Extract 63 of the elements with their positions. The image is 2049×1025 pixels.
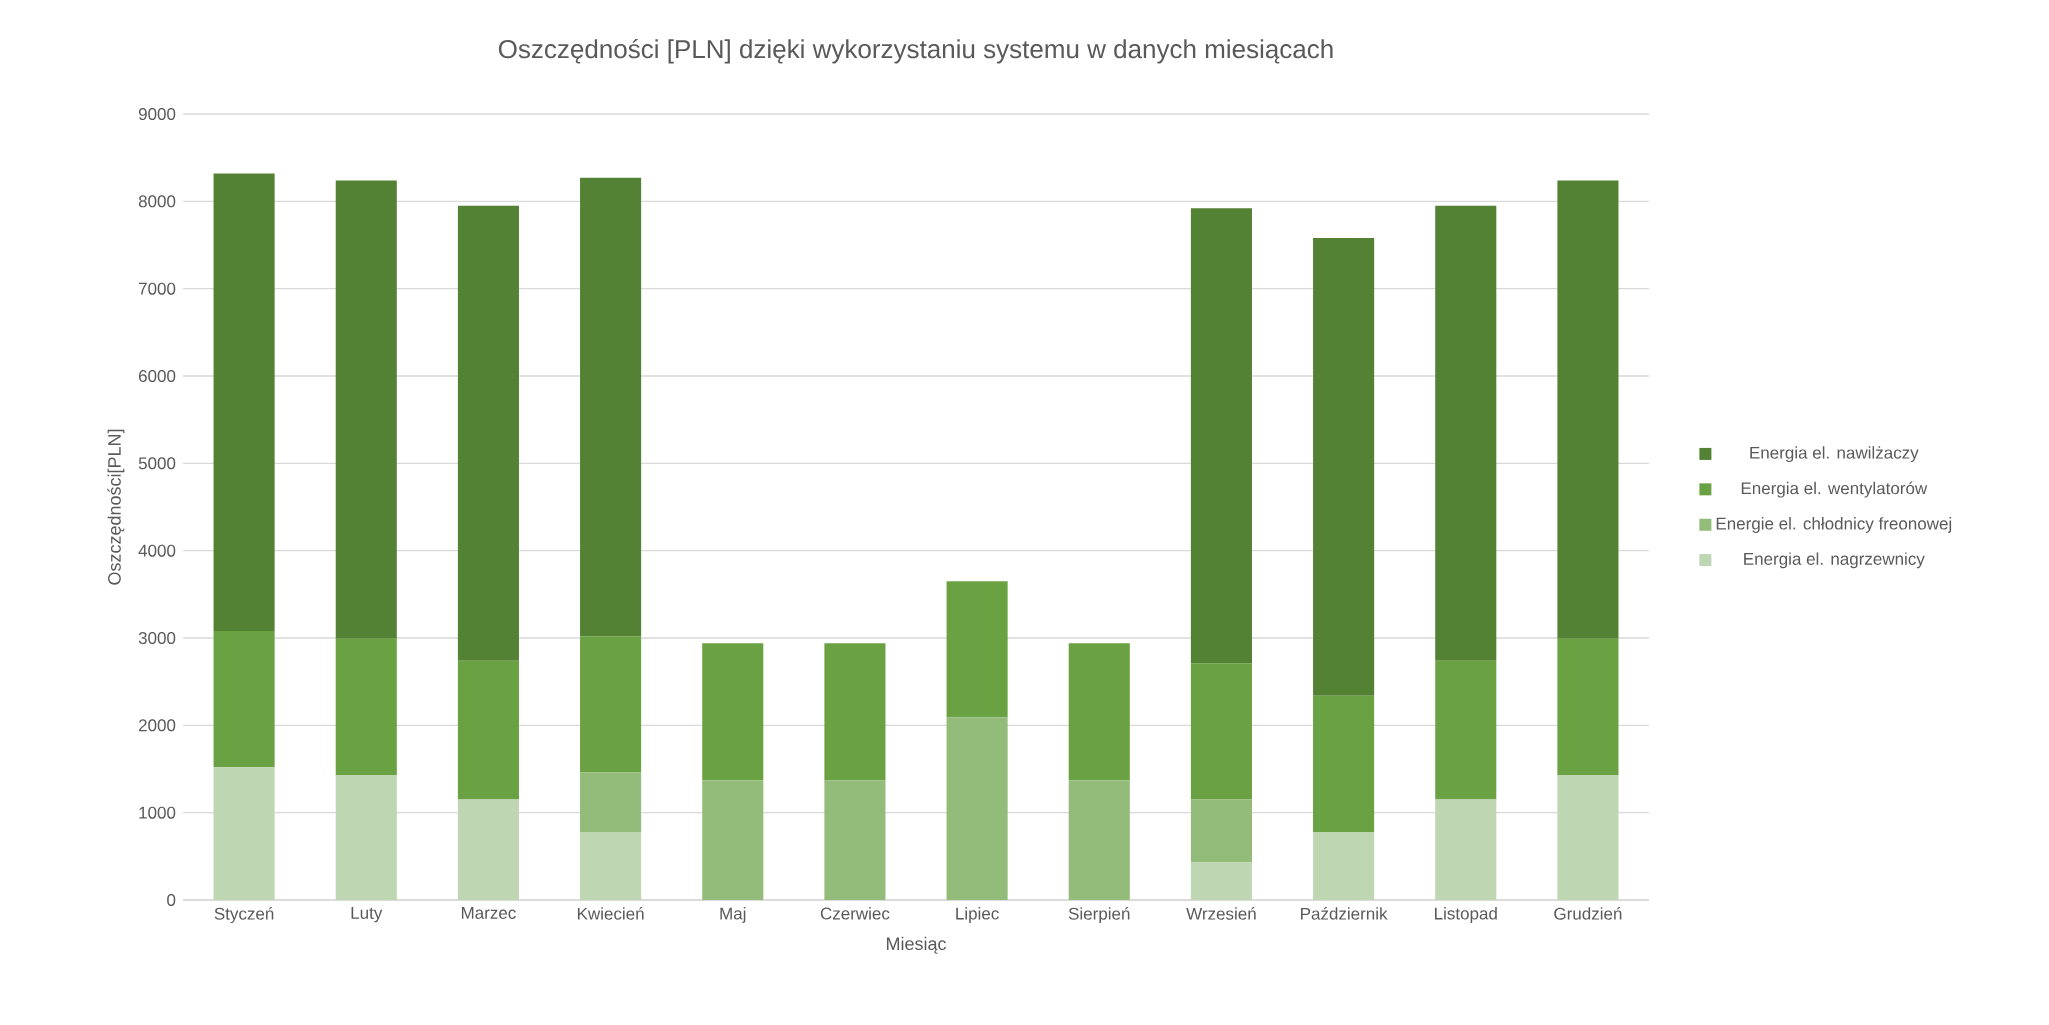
bar [1313,831,1375,900]
chart-title: Oszczędności [PLN] dzięki wykorzystaniu systemu w danych miesiącach [498,38,1333,64]
y-tick-label: 0 [167,894,176,907]
legend-label: Energie el. chłodnicy freonowej [1716,517,1952,533]
bar [1435,660,1497,800]
bar [335,775,397,900]
bar [580,177,642,637]
bar [580,636,642,773]
bar [1068,643,1130,781]
y-tick-label: 7000 [139,282,176,295]
x-tick-label: Kwiecień [577,907,644,920]
bar [213,767,275,900]
x-tick-label: Wrzesień [1186,907,1256,920]
x-axis-title: Miesiąc [886,936,947,954]
bar [1557,180,1619,639]
bar [946,581,1008,718]
bar [457,205,519,661]
legend-label: Energia el. wentylatorów [1741,481,1928,498]
x-tick-label: Październik [1301,907,1388,920]
y-tick-label: 2000 [138,719,176,732]
bar [580,831,642,900]
bar [1068,780,1130,900]
bar [335,180,397,639]
x-tick-label: Czerwiec [820,907,890,920]
y-axis-title: Oszczędności[PLN] [107,429,125,585]
bar [213,631,275,768]
bar [824,780,886,900]
y-tick-label: 8000 [138,195,176,208]
bar [702,643,764,781]
x-tick-label: Lipiec [956,907,999,923]
x-tick-label: Marzec [461,907,516,919]
bar [946,717,1008,900]
bar [213,173,275,632]
bar [1557,638,1619,776]
bar [824,643,886,781]
x-tick-label: Grudzień [1554,907,1622,920]
bar [1313,695,1375,832]
bar [1190,799,1252,863]
y-tick-label: 6000 [139,370,176,383]
bar [702,780,764,900]
bar [1313,238,1375,696]
x-tick-label: Styczeń [214,907,274,924]
bar [1557,775,1619,900]
y-tick-label: 5000 [138,457,176,470]
bar [457,660,519,800]
y-tick-label: 9000 [138,108,176,121]
bar [1435,205,1497,661]
y-tick-label: 4000 [138,544,176,557]
bar [580,772,642,832]
x-tick-label: Sierpień [1068,907,1130,924]
legend-label: Energia el. nawilżaczy [1750,446,1919,463]
y-tick-label: 3000 [138,632,176,645]
bar [335,638,397,776]
bar [457,799,519,900]
bar [1190,862,1252,900]
bar [1190,208,1252,664]
legend-label: Energia el. nagrzewnicy [1744,552,1925,569]
bar [1190,663,1252,800]
x-tick-label: Listopad [1435,907,1497,923]
x-tick-label: Luty [351,907,383,923]
bar [1435,799,1497,900]
x-tick-label: Maj [720,907,746,923]
y-tick-label: 1000 [139,806,176,819]
